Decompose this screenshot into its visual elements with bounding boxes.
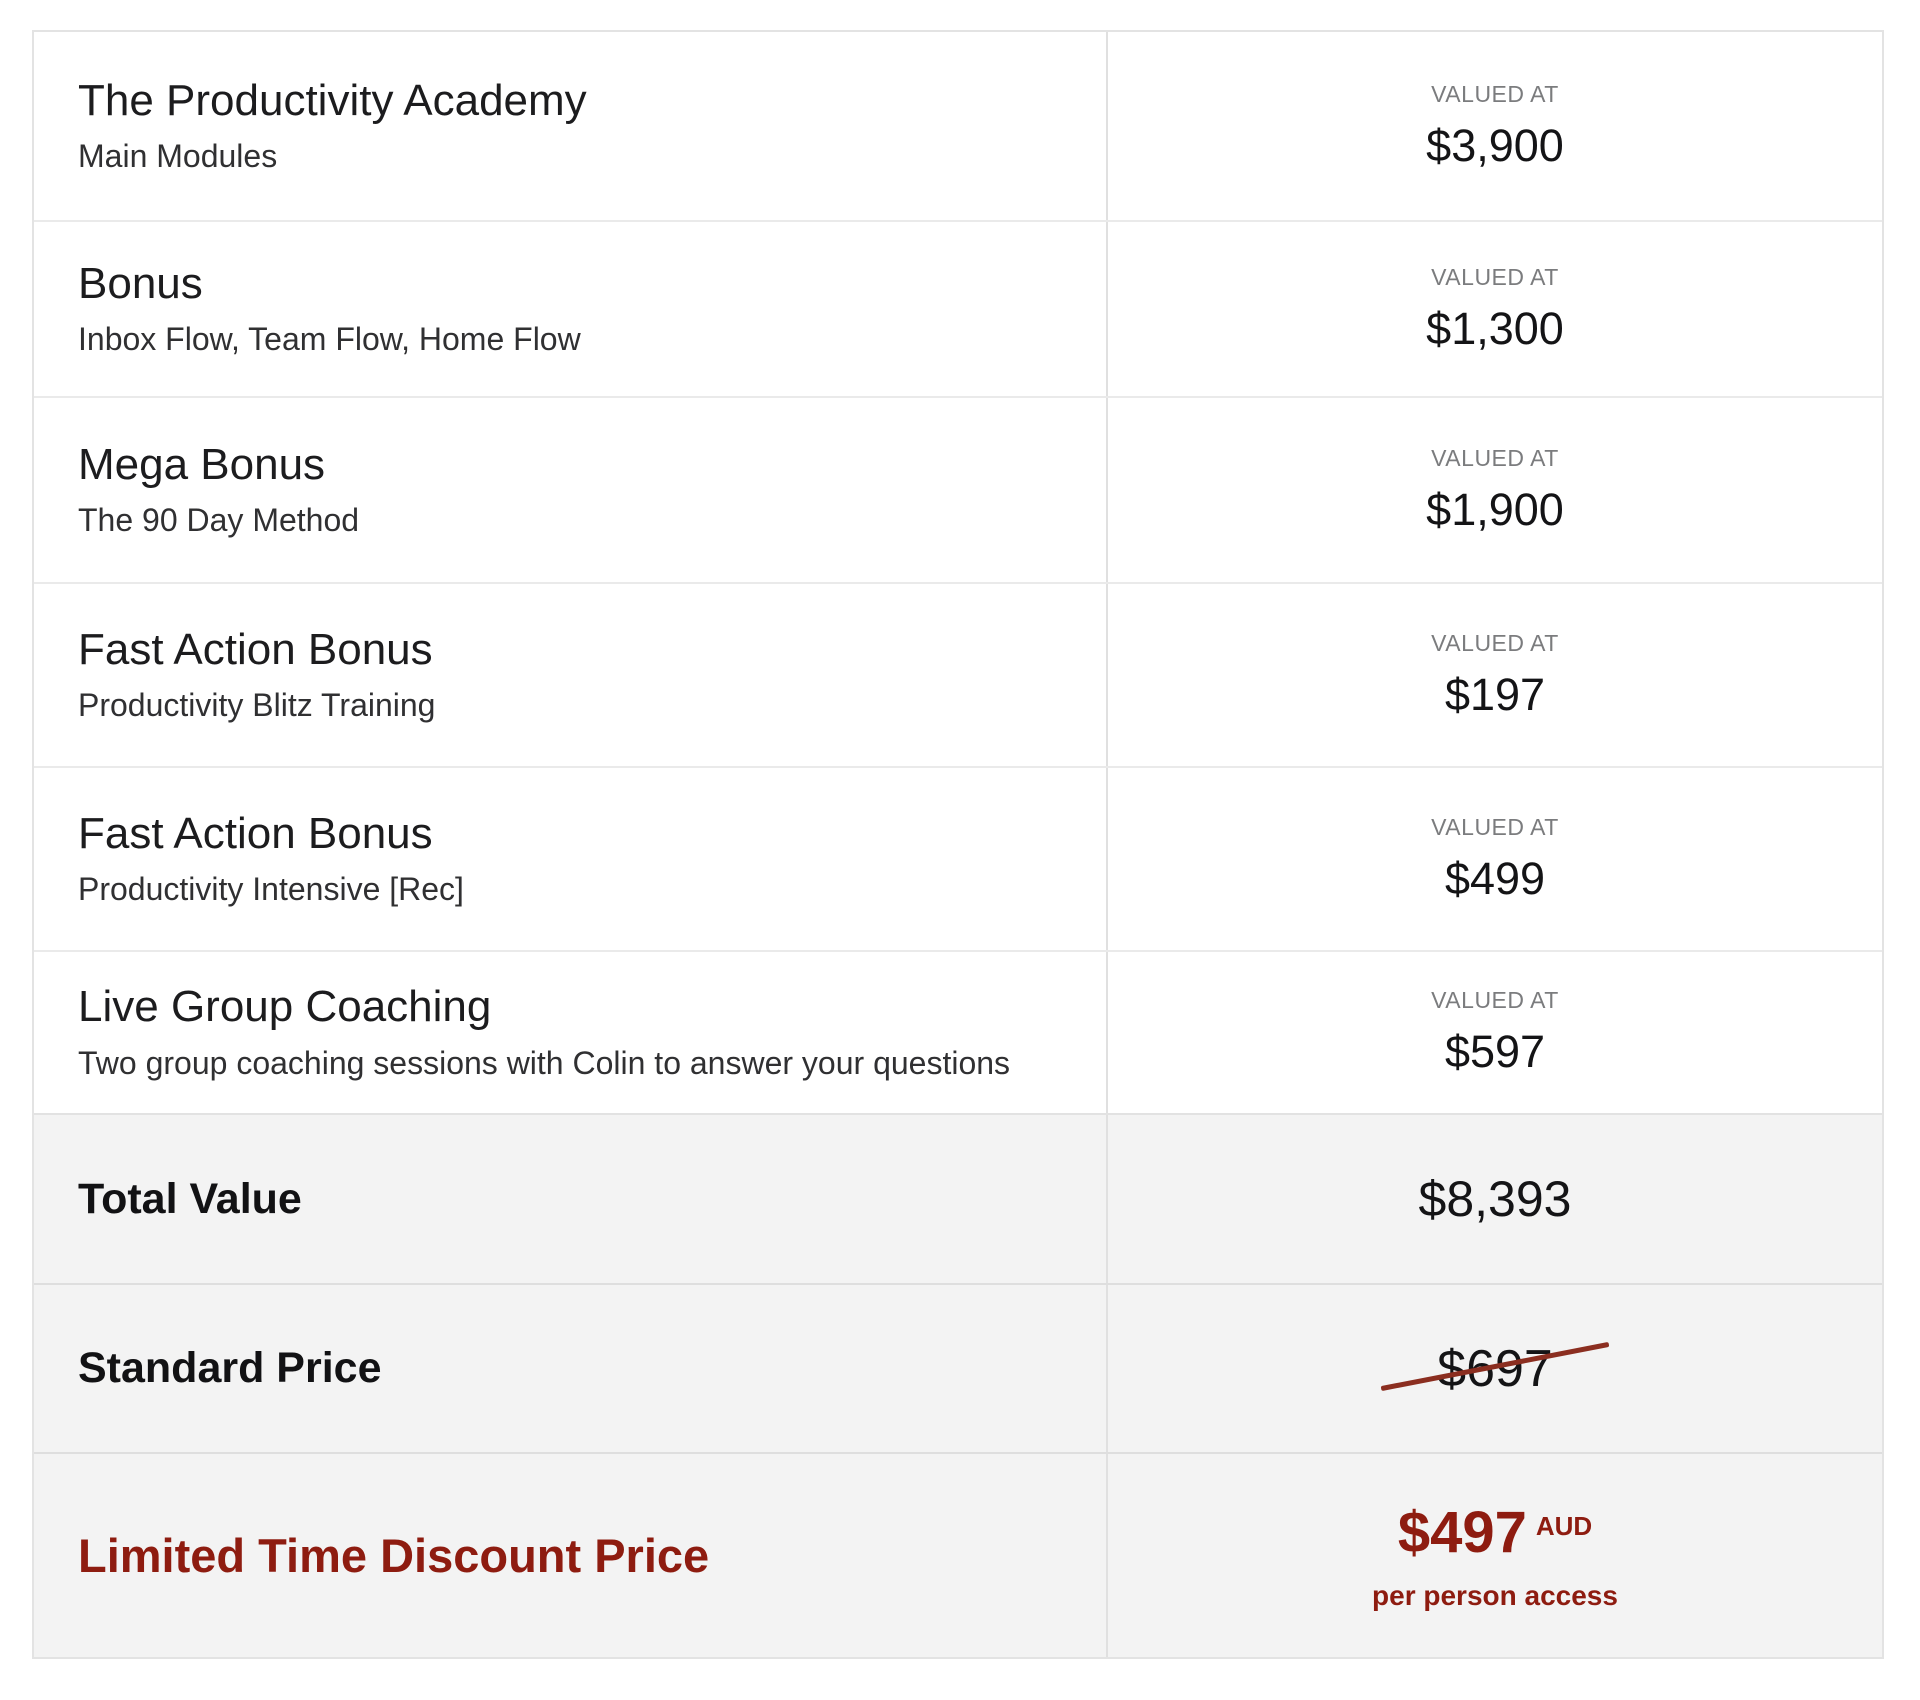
item-title: Mega Bonus <box>78 439 326 489</box>
table-row: The Productivity Academy Main Modules VA… <box>34 32 1882 220</box>
item-cell: Fast Action Bonus Productivity Intensive… <box>34 768 1108 950</box>
valued-at-label: VALUED AT <box>1431 444 1559 471</box>
total-value-row: Total Value $8,393 <box>34 1113 1882 1283</box>
value-cell: VALUED AT $1,300 <box>1108 222 1882 396</box>
valued-at-label: VALUED AT <box>1431 263 1559 290</box>
item-subtitle: Main Modules <box>78 138 278 175</box>
table-row: Bonus Inbox Flow, Team Flow, Home Flow V… <box>34 220 1882 396</box>
value-cell: VALUED AT $1,900 <box>1108 398 1882 582</box>
summary-label-cell: Standard Price <box>34 1285 1108 1452</box>
value-cell: VALUED AT $197 <box>1108 584 1882 766</box>
discount-price-row: Limited Time Discount Price $497 AUD per … <box>34 1452 1882 1657</box>
discount-price-label: Limited Time Discount Price <box>78 1529 710 1582</box>
valued-at-label: VALUED AT <box>1431 813 1559 840</box>
valued-at-label: VALUED AT <box>1431 80 1559 107</box>
item-title: Fast Action Bonus <box>78 808 433 858</box>
summary-value-cell: $697 <box>1108 1285 1882 1452</box>
value-cell: VALUED AT $597 <box>1108 952 1882 1113</box>
summary-label-cell: Total Value <box>34 1115 1108 1283</box>
discount-price-line: $497 AUD <box>1398 1499 1592 1566</box>
value-cell: VALUED AT $3,900 <box>1108 32 1882 220</box>
item-title: Fast Action Bonus <box>78 624 433 674</box>
item-cell: Live Group Coaching Two group coaching s… <box>34 952 1108 1113</box>
item-subtitle: Inbox Flow, Team Flow, Home Flow <box>78 321 581 358</box>
item-cell: Bonus Inbox Flow, Team Flow, Home Flow <box>34 222 1108 396</box>
value-amount: $499 <box>1444 852 1546 904</box>
discount-price-amount: $497 <box>1397 1500 1527 1565</box>
valued-at-label: VALUED AT <box>1431 629 1559 656</box>
table-row: Fast Action Bonus Productivity Blitz Tra… <box>34 582 1882 766</box>
item-cell: The Productivity Academy Main Modules <box>34 32 1108 220</box>
summary-value-cell: $8,393 <box>1108 1115 1882 1283</box>
table-row: Fast Action Bonus Productivity Intensive… <box>34 766 1882 950</box>
summary-label-cell: Limited Time Discount Price <box>34 1454 1108 1657</box>
item-subtitle: Productivity Blitz Training <box>78 687 436 724</box>
discount-price-note: per person access <box>1372 1580 1618 1611</box>
valued-at-label: VALUED AT <box>1431 987 1559 1013</box>
value-amount: $197 <box>1444 668 1546 720</box>
table-row: Mega Bonus The 90 Day Method VALUED AT $… <box>34 396 1882 582</box>
value-amount: $1,900 <box>1426 483 1564 535</box>
value-amount: $1,300 <box>1426 302 1564 354</box>
item-title: Bonus <box>78 258 203 308</box>
item-subtitle: Two group coaching sessions with Colin t… <box>78 1044 1011 1081</box>
value-amount: $597 <box>1444 1026 1546 1077</box>
table-row: Live Group Coaching Two group coaching s… <box>34 950 1882 1113</box>
standard-price-row: Standard Price $697 <box>34 1283 1882 1452</box>
item-subtitle: The 90 Day Method <box>78 502 360 539</box>
item-title: Live Group Coaching <box>78 982 492 1032</box>
total-value-amount: $8,393 <box>1418 1171 1572 1227</box>
value-cell: VALUED AT $499 <box>1108 768 1882 950</box>
total-value-label: Total Value <box>78 1174 302 1223</box>
item-subtitle: Productivity Intensive [Rec] <box>78 871 464 908</box>
pricing-table: The Productivity Academy Main Modules VA… <box>32 30 1884 1659</box>
value-amount: $3,900 <box>1426 119 1564 171</box>
standard-price-label: Standard Price <box>78 1344 382 1392</box>
summary-value-cell: $497 AUD per person access <box>1108 1454 1882 1657</box>
item-cell: Fast Action Bonus Productivity Blitz Tra… <box>34 584 1108 766</box>
item-title: The Productivity Academy <box>78 75 587 125</box>
discount-currency: AUD <box>1535 1511 1593 1541</box>
item-cell: Mega Bonus The 90 Day Method <box>34 398 1108 582</box>
struck-price: $697 <box>1380 1339 1610 1399</box>
